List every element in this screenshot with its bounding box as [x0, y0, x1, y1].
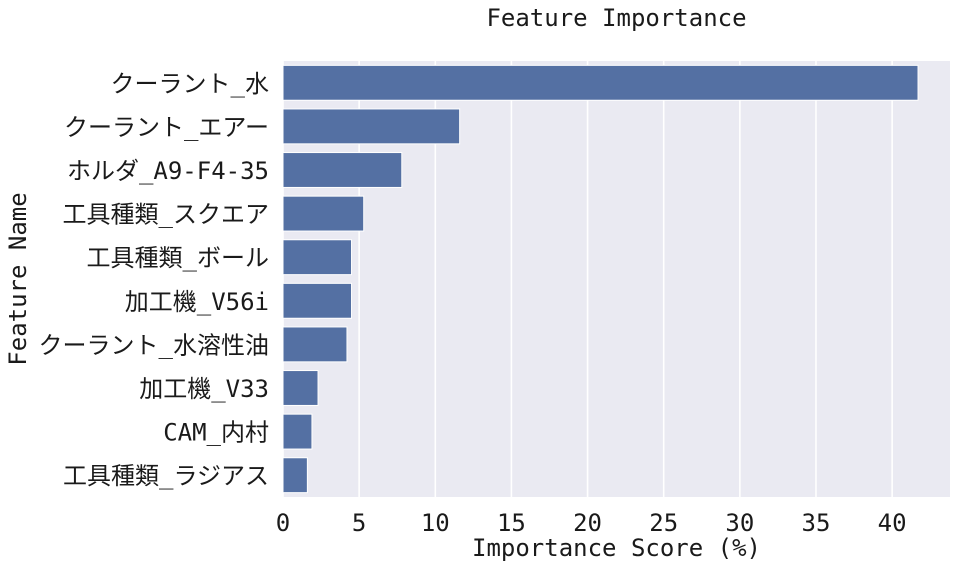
y-tick-label: 加工機_V33 — [139, 375, 269, 403]
y-tick-label: 工具種類_ボール — [87, 244, 269, 272]
y-tick-label: クーラント_水 — [111, 70, 269, 98]
x-tick-label: 35 — [802, 509, 831, 537]
bar — [282, 239, 353, 276]
bar — [282, 326, 348, 363]
bars — [282, 64, 919, 494]
x-tick-label: 0 — [276, 509, 290, 537]
x-tick-label: 15 — [497, 509, 526, 537]
y-axis-label: Feature Name — [4, 192, 32, 365]
bar — [282, 370, 319, 406]
x-tick-label: 25 — [649, 509, 678, 537]
x-axis-label: Importance Score (%) — [472, 534, 761, 562]
bar — [282, 413, 313, 450]
x-tick-labels: 0 5 10 15 20 25 30 35 40 — [276, 509, 907, 537]
bar — [282, 195, 365, 232]
y-tick-label: 工具種類_ラジアス — [63, 462, 269, 490]
y-tick-label: ホルダ_A9-F4-35 — [67, 157, 269, 185]
y-tick-label: 工具種類_スクエア — [63, 201, 269, 229]
y-tick-label: CAM_内村 — [163, 419, 269, 447]
y-tick-label: クーラント_水溶性油 — [39, 331, 269, 359]
x-tick-label: 20 — [573, 509, 602, 537]
y-tick-label: 加工機_V56i — [125, 288, 269, 316]
x-tick-label: 5 — [352, 509, 366, 537]
bar — [282, 152, 403, 188]
bar — [282, 282, 353, 319]
chart-title: Feature Importance — [486, 4, 746, 32]
bar — [282, 108, 461, 145]
x-tick-label: 40 — [878, 509, 907, 537]
bar — [282, 457, 308, 494]
y-tick-label: クーラント_エアー — [64, 113, 269, 141]
x-tick-label: 10 — [421, 509, 450, 537]
x-tick-label: 30 — [725, 509, 754, 537]
y-tick-labels: クーラント_水クーラント_エアーホルダ_A9-F4-35工具種類_スクエア工具種… — [39, 70, 269, 490]
bar — [282, 64, 919, 101]
